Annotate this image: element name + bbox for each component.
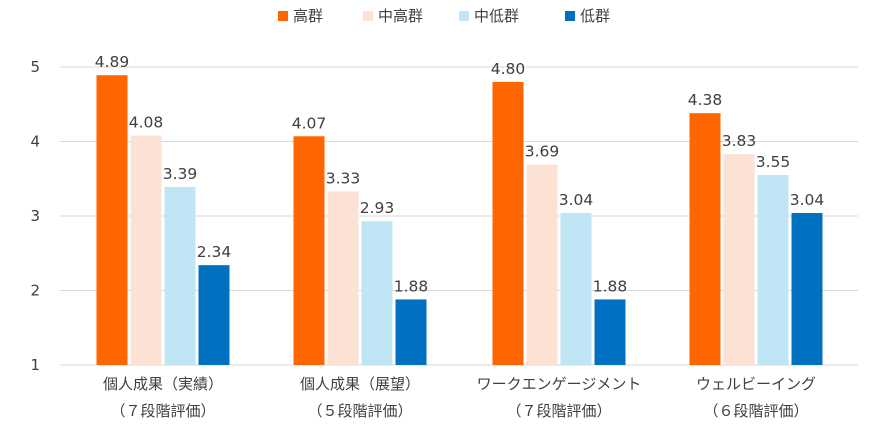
legend-swatch — [278, 11, 288, 21]
legend-label: 低群 — [580, 7, 610, 25]
legend-label: 高群 — [293, 7, 323, 25]
y-tick-label: 1 — [30, 356, 40, 374]
data-label: 4.07 — [292, 114, 327, 132]
bar — [198, 265, 230, 365]
data-label: 3.55 — [756, 153, 791, 171]
x-category-label: 個人成果（展望） — [300, 375, 420, 393]
data-label: 3.39 — [163, 165, 198, 183]
bar — [757, 175, 789, 365]
bar — [96, 75, 128, 365]
y-tick-label: 2 — [30, 282, 40, 300]
x-category-label: （７段階評価） — [110, 402, 215, 420]
legend-swatch — [363, 11, 373, 21]
y-axis: 1 2 3 4 5 — [30, 58, 40, 374]
data-label: 3.04 — [790, 191, 825, 209]
data-label: 2.34 — [197, 243, 232, 261]
bar — [293, 136, 325, 365]
bar — [526, 164, 558, 365]
data-label: 2.93 — [360, 199, 395, 217]
data-label: 4.08 — [129, 114, 164, 132]
legend-label: 中高群 — [378, 7, 423, 25]
legend-label: 中低群 — [474, 7, 519, 25]
legend-swatch — [565, 11, 575, 21]
data-label: 1.88 — [593, 277, 628, 295]
data-label: 1.88 — [394, 277, 429, 295]
x-category-label: （６段階評価） — [703, 402, 808, 420]
bar — [130, 135, 162, 365]
x-axis: 個人成果（実績） （７段階評価） 個人成果（展望） （５段階評価） ワークエンゲージメン… — [103, 375, 816, 420]
data-label: 4.89 — [95, 53, 130, 71]
bar — [791, 213, 823, 365]
x-category-label: （５段階評価） — [307, 402, 412, 420]
bar — [594, 299, 626, 365]
bar — [492, 81, 524, 366]
bar — [327, 191, 359, 365]
x-category-label: ウェルビーイング — [696, 375, 816, 393]
bar — [723, 154, 755, 365]
bar — [560, 213, 592, 365]
y-tick-label: 3 — [30, 207, 40, 225]
data-label: 3.83 — [722, 132, 757, 150]
data-label: 4.38 — [688, 91, 723, 109]
legend-swatch — [459, 11, 469, 21]
data-label: 3.33 — [326, 169, 361, 187]
x-category-label: （７段階評価） — [506, 402, 611, 420]
data-label: 3.69 — [525, 143, 560, 161]
x-category-label: ワークエンゲージメント — [477, 375, 642, 393]
data-label: 4.80 — [491, 60, 526, 78]
bar — [689, 113, 721, 365]
bar — [361, 221, 393, 365]
y-tick-label: 4 — [30, 133, 40, 151]
data-labels: 4.89 4.08 3.39 2.34 4.07 3.33 2.93 1.88 4.80 3.69… — [95, 53, 825, 295]
bars — [96, 75, 823, 366]
bar — [395, 299, 427, 365]
chart-legend: 高群 中高群 中低群 低群 — [278, 7, 610, 25]
bar — [164, 186, 196, 365]
y-tick-label: 5 — [30, 58, 40, 76]
x-category-label: 個人成果（実績） — [103, 375, 223, 393]
data-label: 3.04 — [559, 191, 594, 209]
